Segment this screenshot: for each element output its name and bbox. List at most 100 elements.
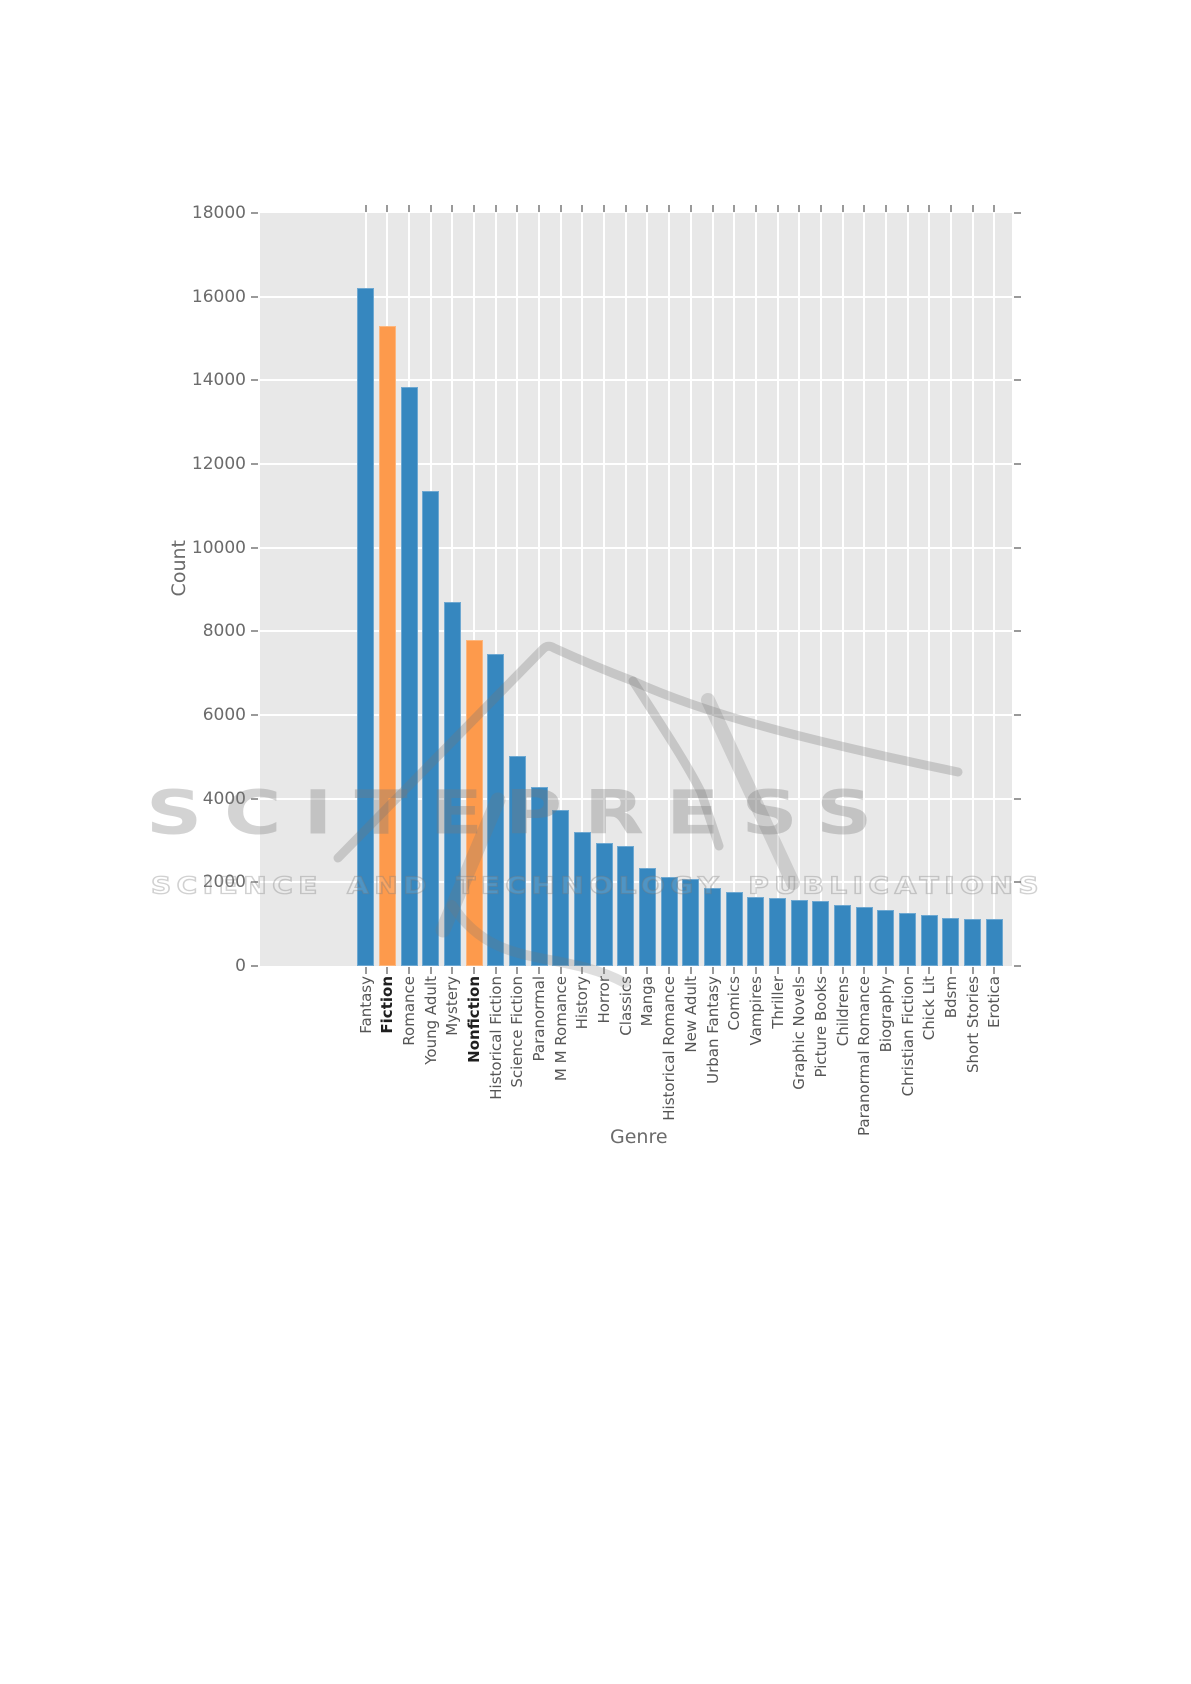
y-tick (1014, 881, 1021, 884)
x-tick-label-science-fiction: Science Fiction (508, 976, 527, 1088)
x-tick-label-romance: Romance (400, 976, 418, 1046)
bar-classics (617, 846, 635, 966)
bar-science-fiction (508, 756, 526, 966)
x-tick (473, 967, 476, 974)
y-gridline (260, 714, 1012, 716)
x-tick (841, 205, 844, 212)
y-gridline (260, 797, 1012, 800)
y-gridline (260, 630, 1012, 633)
x-tick-label-picture-books: Picture Books (811, 976, 830, 1078)
x-axis-title: Genre (610, 1126, 668, 1148)
bar-new-adult (682, 879, 700, 966)
bar-historical-romance (660, 877, 678, 966)
bar-mystery (443, 602, 461, 966)
x-gridline (473, 213, 476, 966)
y-tick (251, 797, 258, 800)
x-tick-label-horror: Horror (595, 976, 614, 1024)
bar-comics (725, 892, 743, 966)
y-tick (251, 881, 258, 884)
y-tick-label: 16000 (191, 286, 246, 307)
bar-biography (877, 909, 895, 966)
x-tick (581, 205, 584, 212)
x-tick (971, 967, 974, 974)
bar-thriller (769, 898, 786, 966)
bar-graphic-novels (790, 899, 808, 966)
x-tick (733, 967, 736, 974)
x-gridline (711, 213, 714, 966)
y-tick-label: 8000 (202, 621, 246, 642)
x-tick (798, 205, 801, 212)
x-tick-label-mystery: Mystery (443, 976, 462, 1036)
bar-paranormal (530, 787, 548, 966)
x-gridline (798, 213, 801, 966)
bar-picture-books (812, 901, 830, 966)
x-tick (451, 205, 454, 212)
y-tick (1014, 379, 1021, 382)
y-tick (251, 714, 258, 716)
x-tick (603, 205, 606, 212)
watermark-title: SCITEPRESS (146, 778, 895, 849)
x-tick (711, 967, 714, 974)
x-gridline (689, 213, 692, 966)
y-tick-label: 2000 (202, 872, 246, 893)
bar-nonfiction (465, 639, 483, 966)
x-tick (949, 967, 952, 974)
x-tick (386, 205, 389, 212)
x-gridline (928, 213, 931, 966)
x-tick (776, 205, 779, 212)
x-gridline (733, 213, 736, 966)
x-tick (624, 205, 627, 212)
x-gridline (494, 213, 497, 966)
bar-fantasy (357, 288, 375, 966)
bar-vampires (747, 897, 765, 966)
x-tick (928, 967, 931, 974)
x-gridline (906, 213, 909, 966)
x-tick (754, 205, 757, 212)
x-gridline (776, 213, 779, 966)
x-tick (538, 205, 541, 212)
y-gridline (260, 379, 1012, 382)
x-tick-label-paranormal-romance: Paranormal Romance (855, 976, 874, 1136)
x-tick (473, 205, 476, 212)
x-tick-label-historical-fiction: Historical Fiction (486, 976, 505, 1100)
x-gridline (603, 213, 606, 966)
y-tick-label: 10000 (191, 537, 246, 558)
x-tick (689, 967, 692, 974)
y-tick (251, 630, 258, 633)
bar-horror (595, 843, 613, 966)
x-tick (451, 967, 454, 974)
x-gridline (949, 213, 952, 966)
y-gridline (260, 881, 1012, 884)
y-gridline (260, 463, 1012, 465)
x-gridline (559, 213, 562, 966)
bar-paranormal-romance (855, 907, 873, 966)
watermark-subtitle: SCIENCE AND TECHNOLOGY PUBLICATIONS (150, 871, 1045, 900)
bar-childrens (834, 904, 851, 966)
x-tick (668, 967, 671, 974)
x-tick (689, 205, 692, 212)
x-tick-label-chick-lit: Chick Lit (920, 976, 939, 1041)
x-gridline (516, 213, 519, 966)
x-tick (884, 205, 887, 212)
x-tick (429, 205, 432, 212)
y-gridline (260, 295, 1012, 298)
x-tick (668, 205, 671, 212)
x-tick (408, 205, 410, 212)
x-gridline (841, 213, 844, 966)
y-tick-label: 6000 (202, 705, 246, 725)
y-tick-label: 18000 (191, 203, 246, 223)
x-tick-label-vampires: Vampires (746, 976, 765, 1046)
x-gridline (646, 213, 649, 966)
x-tick (949, 205, 952, 212)
x-tick-label-biography: Biography (876, 976, 895, 1053)
x-gridline (819, 213, 822, 966)
bar-history (573, 832, 591, 966)
x-tick (603, 967, 606, 974)
bar-manga (638, 868, 656, 966)
x-tick (798, 967, 801, 974)
x-tick (841, 967, 844, 974)
y-axis-title: Count (168, 540, 190, 597)
y-tick (251, 212, 258, 214)
bar-christian-fiction (899, 912, 916, 966)
